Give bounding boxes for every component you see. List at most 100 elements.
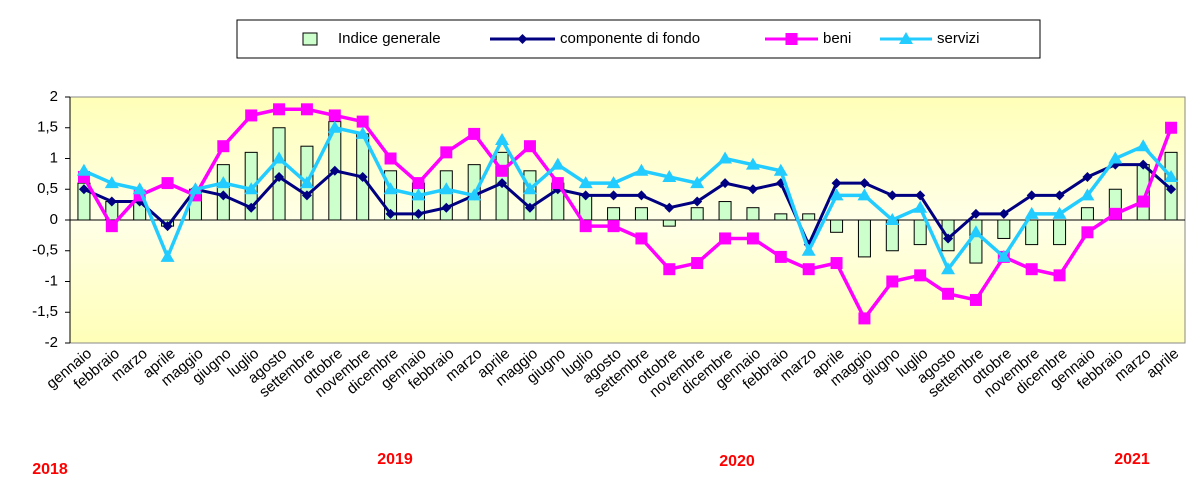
year-label: 2019 — [377, 451, 413, 468]
legend-label: servizi — [937, 30, 980, 47]
point-marker — [578, 176, 593, 189]
bar — [997, 219, 1011, 239]
bar — [1053, 219, 1067, 246]
point-marker — [468, 127, 481, 140]
point-marker — [1136, 139, 1151, 152]
point-marker — [941, 262, 956, 275]
point-marker — [802, 263, 815, 276]
point-marker — [998, 208, 1009, 219]
point-marker — [606, 176, 621, 189]
point-marker — [106, 196, 117, 207]
point-marker — [272, 151, 287, 164]
y-tick-label: 2 — [50, 88, 58, 105]
point-marker — [246, 202, 257, 213]
bar — [1080, 207, 1094, 221]
point-marker — [356, 115, 369, 128]
point-marker — [887, 190, 898, 201]
point-marker — [746, 232, 759, 245]
series-line — [83, 125, 1173, 273]
legend-marker — [517, 34, 528, 44]
point-marker — [497, 178, 508, 189]
point-marker — [745, 157, 760, 170]
y-tick-label: 1,5 — [37, 119, 58, 136]
bar — [913, 219, 927, 246]
point-marker — [299, 176, 314, 189]
point-marker — [690, 176, 705, 189]
point-marker — [383, 182, 398, 195]
point-marker — [1026, 190, 1037, 201]
point-marker — [1024, 206, 1039, 219]
point-marker — [969, 293, 982, 306]
bar — [634, 207, 648, 221]
point-marker — [524, 202, 535, 213]
bar — [1025, 219, 1039, 246]
point-marker — [1108, 151, 1123, 164]
point-marker — [439, 182, 454, 195]
point-marker — [1164, 169, 1179, 182]
point-marker — [886, 275, 899, 288]
x-tick-label: aprile — [1143, 345, 1182, 382]
point-marker — [161, 177, 174, 190]
point-marker — [635, 232, 648, 245]
point-marker — [692, 196, 703, 207]
point-marker — [550, 157, 565, 170]
bar — [857, 219, 871, 258]
point-marker — [691, 257, 704, 270]
point-marker — [663, 263, 676, 276]
point-marker — [1109, 207, 1122, 220]
point-marker — [1138, 159, 1149, 170]
point-marker — [216, 176, 231, 189]
y-tick-label: 1 — [50, 149, 58, 166]
point-marker — [747, 184, 758, 195]
point-marker — [801, 243, 816, 256]
point-marker — [1137, 195, 1150, 208]
point-marker — [1166, 184, 1177, 195]
bar — [718, 201, 732, 221]
point-marker — [411, 188, 426, 201]
bar — [746, 207, 760, 221]
point-marker — [773, 163, 788, 176]
point-marker — [718, 151, 733, 164]
point-marker — [1025, 263, 1038, 276]
point-marker — [913, 200, 928, 213]
point-marker — [301, 190, 312, 201]
point-marker — [915, 190, 926, 201]
point-marker — [244, 182, 259, 195]
point-marker — [1082, 171, 1093, 182]
point-marker — [579, 220, 592, 233]
point-marker — [523, 140, 536, 153]
bar — [77, 182, 91, 221]
point-marker — [942, 287, 955, 300]
point-marker — [607, 220, 620, 233]
point-marker — [662, 169, 677, 182]
legend-marker — [785, 33, 798, 45]
point-marker — [551, 177, 564, 190]
year-label: 2021 — [1114, 451, 1150, 468]
point-marker — [132, 182, 147, 195]
point-marker — [914, 269, 927, 282]
y-tick-label: -1 — [45, 272, 58, 289]
point-marker — [467, 188, 482, 201]
legend-marker — [899, 32, 913, 44]
point-marker — [105, 220, 118, 233]
bar — [607, 207, 621, 221]
point-marker — [300, 103, 313, 116]
point-marker — [441, 202, 452, 213]
year-label: 2018 — [32, 461, 68, 478]
point-marker — [412, 177, 425, 190]
point-marker — [440, 146, 453, 159]
point-marker — [496, 164, 509, 177]
legend-label: Indice generale — [338, 30, 441, 47]
point-marker — [1081, 226, 1094, 239]
point-marker — [858, 312, 871, 325]
point-marker — [245, 109, 258, 122]
point-marker — [857, 188, 872, 201]
point-marker — [273, 103, 286, 116]
point-marker — [495, 133, 510, 146]
y-tick-label: -0,5 — [32, 242, 58, 259]
point-marker — [328, 109, 341, 122]
point-marker — [1052, 206, 1067, 219]
point-marker — [634, 163, 649, 176]
point-marker — [859, 178, 870, 189]
